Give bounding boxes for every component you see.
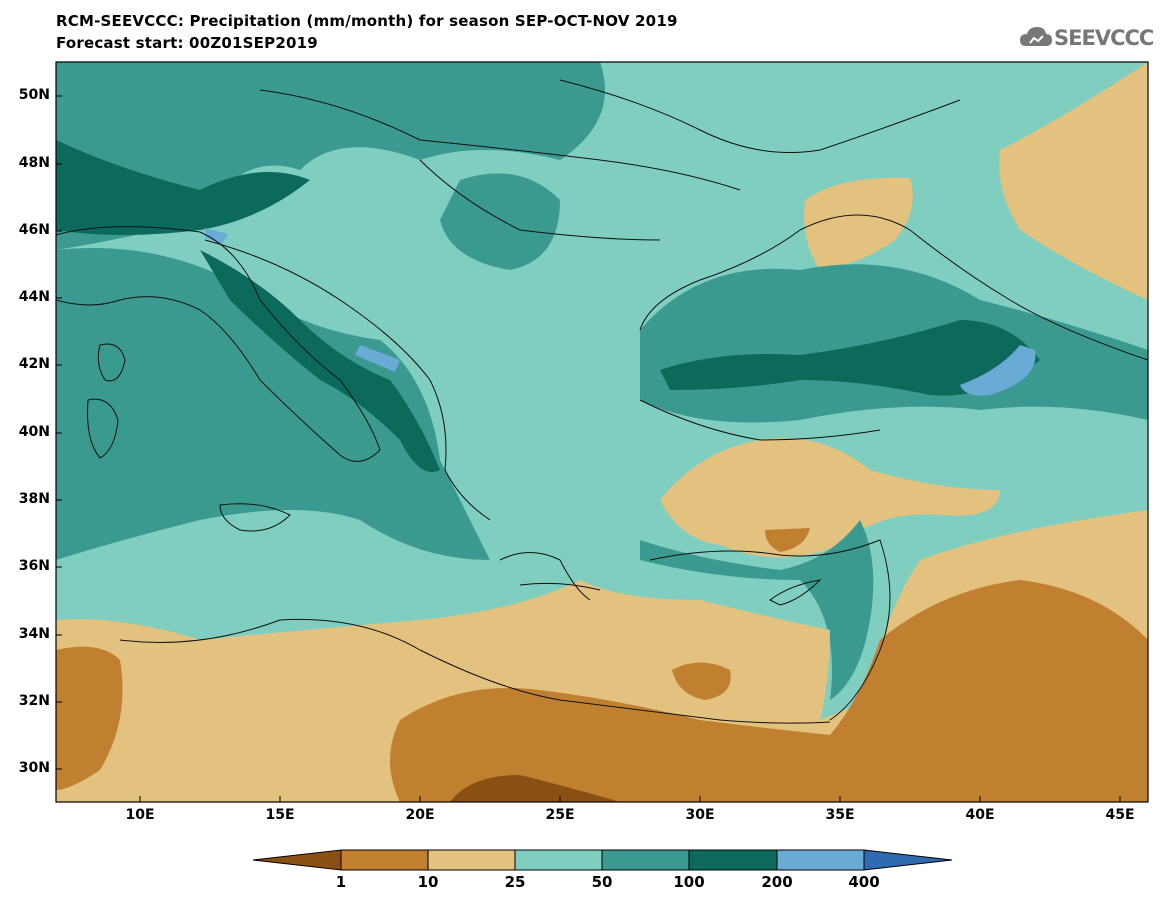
lon-label: 15E	[265, 807, 295, 823]
field-200-400-adriatic	[355, 345, 400, 372]
colorbar	[252, 849, 953, 871]
lon-label: 35E	[825, 807, 855, 823]
field-1-10-east	[390, 580, 1148, 802]
field-10-25-east	[999, 62, 1148, 300]
colorbar-label: 400	[848, 873, 880, 891]
field-1-10-anatolia	[765, 528, 810, 552]
colorbar-swatch-6	[776, 849, 865, 871]
field-1-10-egypt	[672, 662, 731, 700]
map-frame	[55, 61, 1149, 803]
colorbar-label: 100	[673, 873, 705, 891]
field-50-100-italy	[56, 248, 490, 560]
colorbar-swatch-4	[601, 849, 690, 871]
field-200-400-istria	[205, 228, 228, 244]
lon-label: 20E	[405, 807, 435, 823]
lat-label: 48N	[18, 155, 50, 171]
lat-label: 46N	[18, 222, 50, 238]
field-100-200-alps	[56, 140, 310, 235]
colorbar-swatch-3	[514, 849, 603, 871]
field-10-25-anatolia	[660, 438, 1000, 558]
lat-label: 30N	[18, 760, 50, 776]
field-50-100-carpathian	[440, 173, 560, 270]
colorbar-swatch-7	[863, 849, 953, 871]
lat-label: 42N	[18, 356, 50, 372]
logo-text: SEEVCCC	[1054, 26, 1154, 50]
colorbar-label: 200	[761, 873, 793, 891]
lat-label: 40N	[18, 424, 50, 440]
lat-label: 50N	[18, 87, 50, 103]
colorbar-label: 10	[417, 873, 439, 891]
field-below-1	[450, 775, 620, 802]
cloud-icon	[1020, 27, 1052, 46]
lon-label: 45E	[1105, 807, 1135, 823]
lon-label: 40E	[965, 807, 995, 823]
map-title: RCM-SEEVCCC: Precipitation (mm/month) fo…	[56, 12, 678, 30]
field-50-100-south-turkey	[640, 520, 874, 700]
colorbar-swatch-1	[340, 849, 429, 871]
colorbar-label: 25	[504, 873, 526, 891]
lat-label: 32N	[18, 693, 50, 709]
colorbar-label: 50	[591, 873, 613, 891]
colorbar-swatch-5	[688, 849, 778, 871]
colorbar-swatch-2	[427, 849, 516, 871]
lon-label: 10E	[125, 807, 155, 823]
lat-label: 44N	[18, 289, 50, 305]
colorbar-swatch-0	[252, 849, 342, 871]
field-100-200-blacksea	[660, 320, 1040, 396]
lat-label: 38N	[18, 491, 50, 507]
lon-label: 25E	[545, 807, 575, 823]
colorbar-label: 1	[335, 873, 347, 891]
field-200-400-caucasus	[960, 345, 1036, 396]
lat-label: 36N	[18, 558, 50, 574]
field-100-200-adriatic	[200, 250, 440, 472]
lat-label: 34N	[18, 626, 50, 642]
axis-ticks	[56, 95, 1121, 802]
field-1-10-tunisia	[56, 646, 123, 790]
coastlines	[56, 79, 1148, 724]
lon-label: 30E	[685, 807, 715, 823]
forecast-start-label: Forecast start: 00Z01SEP2019	[56, 34, 318, 52]
field-10-25-crimea	[804, 177, 913, 270]
